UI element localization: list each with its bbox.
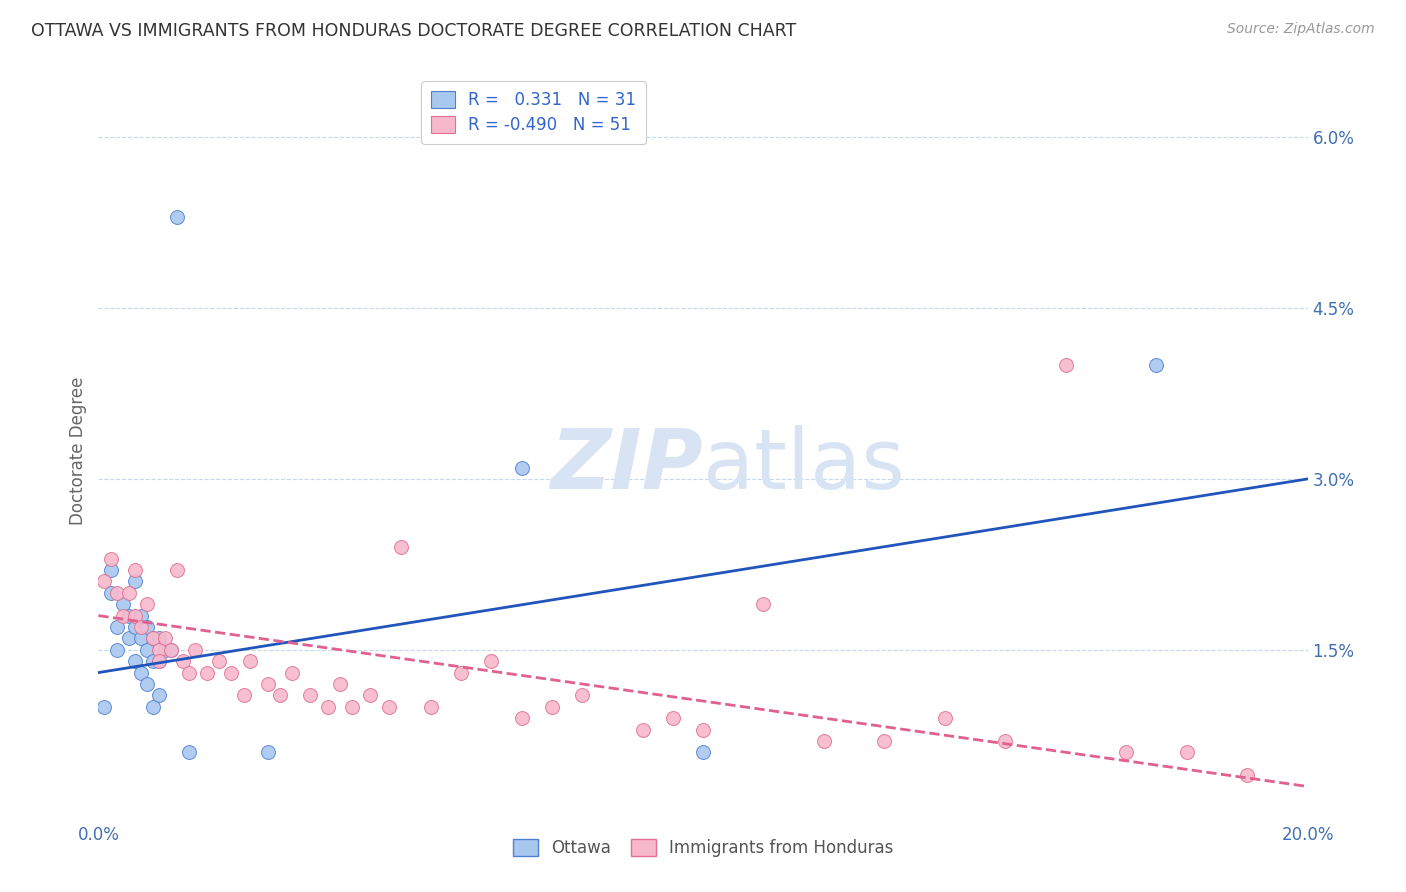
- Point: [124, 620, 146, 634]
- Point: [166, 210, 188, 224]
- Point: [450, 665, 472, 680]
- Point: [100, 551, 122, 566]
- Point: [142, 632, 165, 646]
- Point: [1115, 745, 1137, 759]
- Point: [118, 632, 141, 646]
- Point: [135, 597, 157, 611]
- Point: [166, 563, 188, 577]
- Point: [184, 642, 207, 657]
- Point: [160, 642, 183, 657]
- Y-axis label: Doctorate Degree: Doctorate Degree: [69, 376, 87, 524]
- Point: [239, 654, 262, 668]
- Point: [129, 632, 152, 646]
- Point: [148, 689, 170, 703]
- Text: atlas: atlas: [703, 425, 904, 506]
- Point: [208, 654, 231, 668]
- Point: [148, 654, 170, 668]
- Point: [342, 699, 364, 714]
- Point: [124, 608, 146, 623]
- Point: [1144, 358, 1167, 372]
- Point: [135, 642, 157, 657]
- Point: [129, 665, 152, 680]
- Point: [105, 642, 128, 657]
- Point: [142, 699, 165, 714]
- Point: [377, 699, 399, 714]
- Text: ZIP: ZIP: [550, 425, 703, 506]
- Legend: Ottawa, Immigrants from Honduras: Ottawa, Immigrants from Honduras: [506, 832, 900, 864]
- Point: [934, 711, 956, 725]
- Point: [135, 677, 157, 691]
- Point: [360, 689, 382, 703]
- Point: [153, 632, 176, 646]
- Point: [148, 632, 170, 646]
- Point: [752, 597, 775, 611]
- Point: [256, 677, 278, 691]
- Point: [160, 642, 183, 657]
- Point: [153, 642, 176, 657]
- Point: [100, 586, 122, 600]
- Point: [329, 677, 352, 691]
- Point: [148, 642, 170, 657]
- Point: [299, 689, 322, 703]
- Point: [135, 620, 157, 634]
- Point: [118, 586, 141, 600]
- Point: [93, 574, 115, 589]
- Point: [813, 734, 835, 748]
- Point: [172, 654, 194, 668]
- Point: [111, 597, 134, 611]
- Point: [93, 699, 115, 714]
- Point: [179, 665, 201, 680]
- Point: [316, 699, 339, 714]
- Point: [105, 586, 128, 600]
- Point: [129, 620, 152, 634]
- Point: [142, 632, 165, 646]
- Point: [142, 654, 165, 668]
- Point: [129, 608, 152, 623]
- Point: [118, 608, 141, 623]
- Point: [540, 699, 562, 714]
- Point: [195, 665, 218, 680]
- Point: [124, 574, 146, 589]
- Point: [1175, 745, 1198, 759]
- Point: [510, 460, 533, 475]
- Point: [281, 665, 304, 680]
- Point: [389, 541, 412, 555]
- Point: [124, 654, 146, 668]
- Point: [221, 665, 243, 680]
- Point: [873, 734, 896, 748]
- Point: [111, 608, 134, 623]
- Point: [256, 745, 278, 759]
- Point: [269, 689, 291, 703]
- Point: [481, 654, 503, 668]
- Point: [1054, 358, 1077, 372]
- Text: Source: ZipAtlas.com: Source: ZipAtlas.com: [1227, 22, 1375, 37]
- Point: [571, 689, 593, 703]
- Point: [692, 745, 714, 759]
- Point: [179, 745, 201, 759]
- Point: [631, 723, 654, 737]
- Point: [510, 711, 533, 725]
- Point: [232, 689, 254, 703]
- Point: [994, 734, 1017, 748]
- Point: [692, 723, 714, 737]
- Point: [100, 563, 122, 577]
- Point: [148, 654, 170, 668]
- Point: [105, 620, 128, 634]
- Point: [1236, 768, 1258, 782]
- Point: [661, 711, 683, 725]
- Point: [420, 699, 443, 714]
- Point: [124, 563, 146, 577]
- Text: OTTAWA VS IMMIGRANTS FROM HONDURAS DOCTORATE DEGREE CORRELATION CHART: OTTAWA VS IMMIGRANTS FROM HONDURAS DOCTO…: [31, 22, 796, 40]
